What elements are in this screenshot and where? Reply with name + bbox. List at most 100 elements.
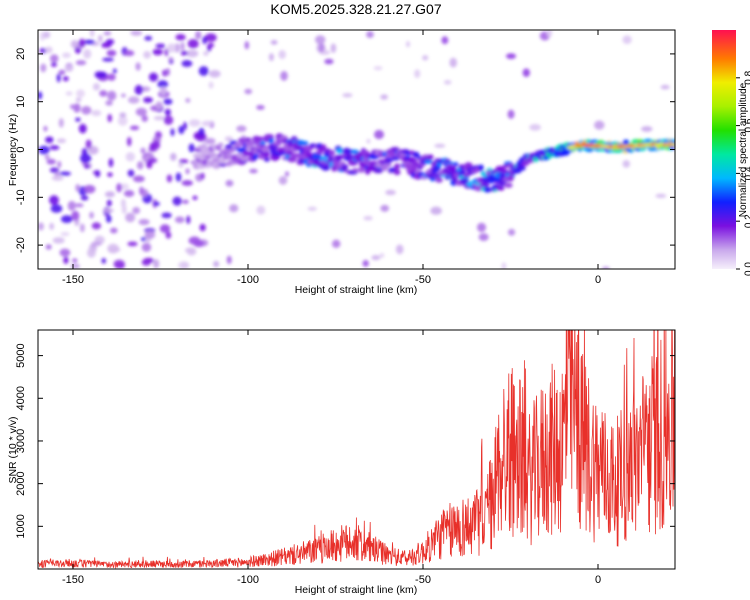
spectrogram-noise-cell [46,158,56,165]
spectrogram-noise-cell [107,172,113,177]
spectrogram-signal-cell [328,149,336,157]
spectrogram-noise-cell [92,83,100,91]
spectrogram-noise-cell [60,215,73,223]
spectrogram-noise-cell [51,62,57,67]
spectrogram-y-tick-label: 20 [15,48,27,60]
spectrogram-noise-cell [107,113,113,123]
spectrogram-noise-cell [38,91,43,100]
spectrogram-noise-cell [373,129,385,140]
spectrogram-noise-cell [129,125,140,131]
spectrogram-noise-cell [143,51,151,59]
spectrogram-noise-cell [70,40,79,49]
spectrogram-noise-cell [366,138,371,144]
snr-x-axis: -150 -100 -50 0 [62,330,601,586]
spectrogram-noise-cell [120,93,126,98]
spectrogram-noise-cell [198,66,209,76]
snr-panel: -150 -100 -50 0 1000 2000 3000 4000 5000 Height… [7,329,676,596]
spectrogram-noise-cell [106,199,112,207]
spectrogram-noise-cell [80,195,89,201]
spectrogram-signal-cell [507,175,514,182]
spectrogram-noise-cell [81,105,92,115]
spectrogram-noise-cell [174,43,180,53]
spectrogram-noise-cell [363,215,373,221]
spectrogram-noise-cell [395,244,404,255]
spectrogram-x-tick-label: -50 [415,274,431,286]
colorbar-ticks: 0.0 0.2 0.4 0.6 0.8 [736,70,750,276]
spectrogram-noise-cell [64,63,74,72]
spectrogram-noise-cell [123,50,135,57]
spectrogram-noise-cell [119,112,127,118]
spectrogram-noise-cell [174,216,185,224]
snr-x-tick-label: 0 [595,574,601,586]
spectrogram-noise-cell [102,208,114,213]
spectrogram-signal-cell [481,182,490,188]
spectrogram-noise-cell [170,128,175,137]
spectrogram-noise-cell [130,30,143,36]
spectrogram-y-tick-label: -10 [15,189,27,205]
snr-frame [37,329,676,570]
spectrogram-noise-cell [188,143,195,153]
spectrogram-noise-cell [73,103,81,113]
spectrogram-noise-cell [107,73,116,81]
spectrogram-noise-cell [181,60,193,68]
spectrogram-noise-cell [256,205,266,215]
spectrogram-noise-cell [198,127,205,137]
spectrogram-noise-cell [193,240,204,248]
spectrogram-noise-cell [170,152,177,161]
spectrogram-noise-cell [83,184,96,194]
spectrogram-noise-cell [505,53,517,60]
spectrogram-noise-cell [135,62,141,71]
spectrogram-noise-cell [144,230,156,239]
spectrogram-noise-cell [50,204,63,213]
spectrogram-signal-cell [225,153,233,158]
colorbar-gradient [712,30,736,269]
spectrogram-noise-cell [125,212,136,223]
spectrogram-noise-cell [307,206,317,211]
snr-y-tick-label: 4000 [15,386,27,410]
spectrogram-noise-cell [56,138,67,144]
spectrogram-noise-cell [414,69,421,79]
spectrogram-noise-cell [270,40,278,45]
spectrogram-noise-cell [163,115,174,125]
spectrogram-noise-cell [52,237,65,244]
snr-y-tick-label: 3000 [15,429,27,453]
spectrogram-noise-cell [103,31,112,36]
colorbar-tick-label: 0.6 [744,118,750,132]
spectrogram-noise-cell [94,170,101,178]
spectrogram-signal-cell [394,163,401,170]
spectrogram-signal-cell [352,167,358,173]
spectrogram-noise-cell [112,68,117,74]
snr-x-tick-label: -50 [415,574,431,586]
spectrogram-noise-cell [89,30,95,38]
spectrogram-noise-cell [278,176,288,185]
spectrogram-noise-cell [641,126,653,132]
spectrogram-noise-cell [141,237,146,242]
spectrogram-noise-cell [75,60,87,66]
spectrogram-noise-cell [185,168,190,175]
spectrogram-noise-cell [63,256,69,264]
spectrogram-noise-cell [141,259,151,266]
spectrogram-noise-cell [201,120,213,127]
spectrogram-noise-cell [207,44,212,52]
spectrogram-noise-cell [380,94,389,100]
spectrogram-noise-cell [123,190,135,197]
spectrogram-noise-cell [159,224,171,233]
spectrogram-noise-cell [601,266,610,269]
spectrogram-signal-cell [517,164,525,169]
spectrogram-signal-cell [321,165,331,171]
spectrogram-noise-cell [268,53,274,62]
spectrogram-noise-cell [175,172,182,182]
spectrogram-noise-cell [40,63,47,73]
spectrogram-signal-cell [495,186,505,191]
spectrogram-signal-cell [332,160,341,166]
spectrogram-noise-cell [225,179,234,187]
spectrogram-noise-cell [141,242,152,252]
snr-y-tick-label: 2000 [15,471,27,495]
spectrogram-noise-cell [140,147,146,154]
spectrogram-signal-cell [218,163,227,167]
spectrogram-signal-cell [244,137,252,142]
spectrogram-noise-cell [101,257,107,264]
spectrogram-x-tick-label: -150 [62,274,84,286]
spectrogram-signal-cell [268,137,275,144]
